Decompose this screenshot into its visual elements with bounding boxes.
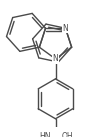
Text: N: N — [53, 54, 58, 63]
Text: OH: OH — [62, 132, 73, 137]
Text: N: N — [63, 24, 68, 33]
Text: HN: HN — [40, 132, 51, 137]
